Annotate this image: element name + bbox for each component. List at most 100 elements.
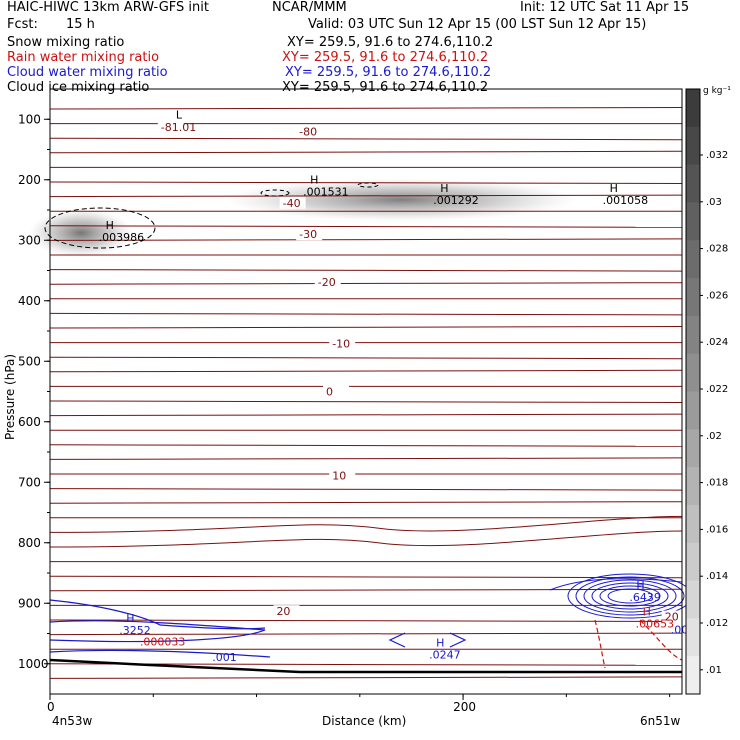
isotherm-line-20 (49, 400, 683, 403)
colorbar-label-5: .022 (706, 384, 728, 395)
colorbar-bin-15 (686, 656, 700, 695)
snow-max-marker-1: H (310, 174, 318, 187)
isotherm-line-39 (49, 676, 683, 679)
isotherm-label-bg-7 (329, 469, 356, 482)
colorbar-bin-3 (686, 202, 700, 241)
terrain-line (49, 658, 682, 674)
cloud-max-value-2: .6439 (629, 591, 661, 604)
y-tick-label-3: 400 (18, 294, 41, 308)
colorbar-bin-0 (686, 89, 700, 128)
isotherm-label-9: 20 (665, 611, 679, 624)
isotherm-label-bg-4 (314, 276, 341, 289)
colorbar-label-6: .02 (706, 431, 722, 442)
snow-contour-0 (44, 207, 156, 249)
colorbar-label-8: .016 (706, 524, 728, 535)
y-axis-label: Pressure (hPa) (3, 354, 17, 440)
org-label: NCAR/MMM (272, 0, 347, 15)
colorbar-bin-12 (686, 542, 700, 582)
cloud-contour-right-top (549, 578, 683, 591)
init-time: Init: 12 UTC Sat 11 Apr 15 (520, 0, 690, 15)
field-xy-cloud-water: XY= 259.5, 91.6 to 274.6,110.2 (285, 65, 492, 80)
colorbar-bin-2 (686, 164, 700, 203)
isotherm-line-21 (49, 413, 683, 417)
isotherm-line-23 (49, 444, 683, 447)
colorbar-bin-5 (686, 278, 700, 317)
cloud-contour-right-5 (607, 588, 653, 604)
isotherm-line-30 (49, 530, 683, 548)
colorbar-bin-8 (686, 391, 700, 430)
isotherm-label-5: -10 (332, 338, 350, 351)
snow-max-value-0: .003986 (99, 231, 145, 244)
isotherm-line-6 (49, 194, 683, 198)
cloud-max-value-1: .0247 (429, 648, 461, 661)
cloud-max-marker-0: H (126, 612, 134, 625)
snow-contour-2 (357, 182, 379, 188)
y-tick-label-7: 800 (18, 536, 41, 550)
isotherm-line-29 (49, 515, 683, 533)
cloud-max-marker-1: H (436, 636, 444, 649)
isotherm-label-4: -20 (318, 276, 336, 289)
colorbar-label-9: .014 (706, 571, 728, 582)
forecast-label: Fcst: (7, 17, 38, 32)
cloud-contour-right-3 (591, 582, 669, 610)
valid-time: Valid: 03 UTC Sun 12 Apr 15 (00 LST Sun … (308, 17, 647, 32)
snow-max-value-2: .001292 (433, 194, 479, 207)
isotherm-label-bg-0 (157, 121, 184, 134)
snow-max-marker-0: H (106, 219, 114, 232)
rain-max-value-0: .000033 (140, 636, 186, 649)
isotherm-label-0: -81.01 (161, 121, 196, 134)
field-name-rain: Rain water mixing ratio (7, 50, 160, 65)
colorbar-bin-9 (686, 429, 700, 468)
colorbar-label-0: .032 (706, 150, 728, 161)
colorbar-frame (685, 88, 701, 695)
isotherm-label-bg-6 (323, 385, 350, 398)
cloud-contour-0 (49, 599, 266, 630)
isotherm-label-3: -30 (299, 228, 317, 241)
colorbar-bin-7 (686, 353, 700, 392)
isotherm-line-24 (49, 457, 683, 460)
x-end-label-left: 4n53w (52, 714, 93, 728)
field-name-snow: Snow mixing ratio (7, 35, 125, 50)
rain-max-value-1: .00653 (636, 618, 675, 631)
x-end-label-right: 6n51w (640, 714, 681, 728)
colorbar-unit: g kg⁻¹ (703, 86, 731, 96)
isotherm-line-18 (49, 369, 683, 373)
snow-shading-0 (29, 208, 133, 258)
isotherm-line-26 (49, 488, 683, 491)
cloud-contour-right-1 (575, 576, 685, 616)
y-tick-label-2: 300 (18, 233, 41, 247)
colorbar-bin-14 (686, 618, 700, 657)
cloud-contour-3 (388, 632, 467, 648)
colorbar-label-2: .028 (706, 244, 728, 255)
isotherm-label-2: -40 (283, 197, 301, 210)
isotherm-line-36 (49, 632, 683, 636)
colorbar-label-4: .024 (706, 337, 728, 348)
isotherm-line-9 (49, 238, 683, 241)
snow-max-marker-2: H (440, 182, 448, 195)
isotherm-line-27 (49, 501, 683, 504)
snow-shading-1 (225, 178, 577, 221)
y-tick-label-6: 700 (18, 475, 41, 489)
snow-max-marker-3: H (610, 182, 618, 195)
y-tick-label-8: 900 (18, 596, 41, 610)
isotherm-label-6: 0 (326, 386, 333, 399)
colorbar-label-1: .03 (706, 197, 722, 208)
field-name-cloud-water: Cloud water mixing ratio (7, 65, 168, 80)
colorbar-bin-1 (686, 126, 700, 166)
cloud-max-marker-2: H (636, 579, 644, 592)
snow-max-value-1: .001531 (303, 186, 349, 199)
cloud-max-value-3: .001 (212, 651, 237, 664)
cloud-contour-right-4 (599, 585, 661, 607)
isotherm-line-33 (49, 588, 683, 592)
model-title: HAIC-HIWC 13km ARW-GFS init (7, 0, 209, 15)
isotherm-label-bg-8 (273, 605, 300, 618)
isotherm-label-1: -80 (299, 125, 317, 138)
field-xy-cloud-ice: XY= 259.5, 91.6 to 274.6,110.2 (282, 80, 489, 95)
isotherm-label-bg-3 (296, 228, 323, 241)
cloud-contour-2 (49, 649, 271, 658)
isotherm-line-11 (49, 269, 683, 272)
isotherm-line-35 (49, 619, 683, 622)
snow-max-marker-4: L (176, 108, 183, 121)
isotherm-label-bg-5 (329, 337, 356, 350)
snow-max-value-3: .001058 (603, 194, 649, 207)
